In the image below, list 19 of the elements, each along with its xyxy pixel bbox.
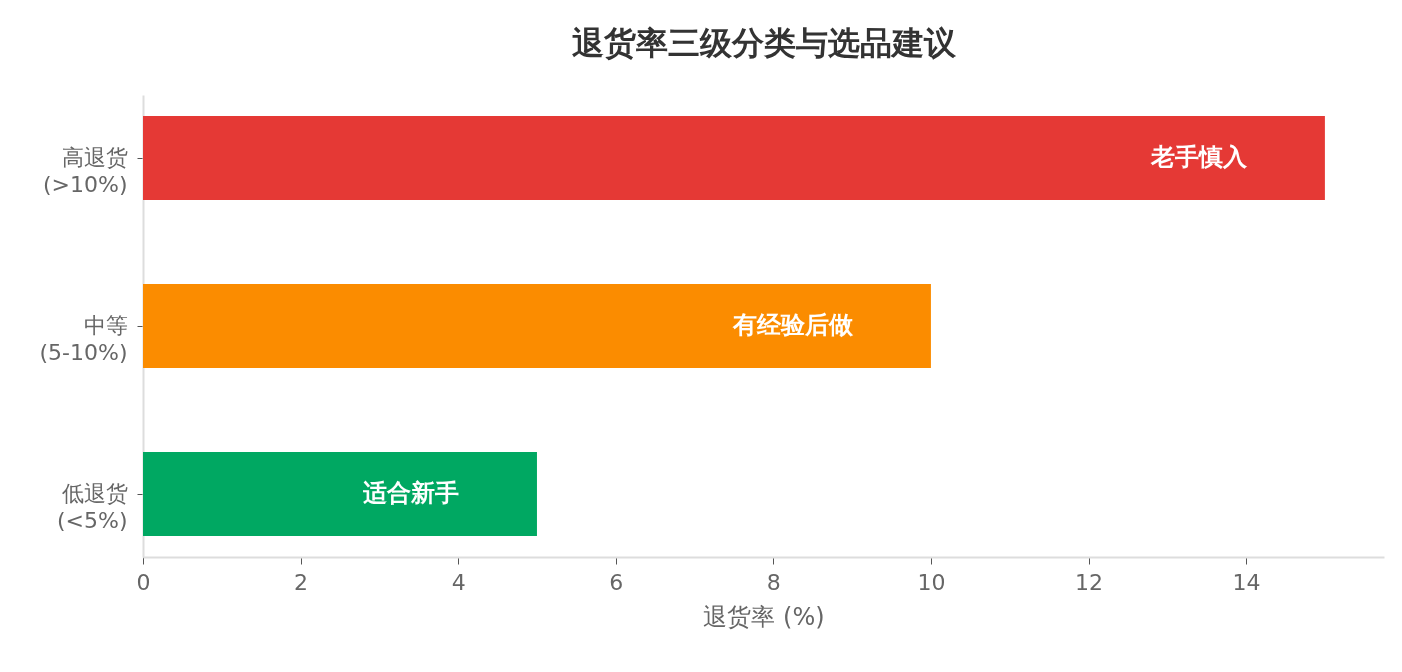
x-tick-label: 14 — [1232, 569, 1261, 595]
x-tick-label: 12 — [1075, 569, 1104, 595]
x-tick-label: 0 — [136, 569, 151, 595]
annotation: 有经验后做 — [731, 311, 854, 339]
x-tick-label: 4 — [451, 569, 466, 595]
bar — [143, 116, 1325, 200]
bar — [143, 284, 931, 368]
x-tick-label: 8 — [766, 569, 781, 595]
chart-title: 退货率三级分类与选品建议 — [571, 24, 957, 62]
x-tick-label: 10 — [917, 569, 946, 595]
bar — [143, 452, 537, 536]
annotation: 老手慎入 — [1149, 143, 1248, 171]
x-axis-title: 退货率 (%) — [703, 602, 825, 631]
x-tick-label: 6 — [609, 569, 624, 595]
y-tick-label: 中等 (5-10%) — [39, 313, 128, 365]
annotation: 适合新手 — [361, 479, 459, 507]
x-tick-label: 2 — [294, 569, 309, 595]
y-tick-label: 高退货 (>10%) — [43, 145, 128, 197]
y-tick-label: 低退货 (<5%) — [56, 481, 128, 533]
